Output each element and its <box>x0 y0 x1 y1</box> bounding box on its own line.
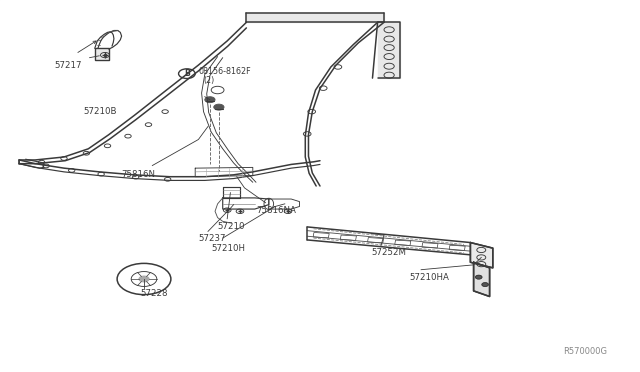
Bar <box>313 232 329 238</box>
Text: (2): (2) <box>203 76 214 85</box>
Text: 75816N: 75816N <box>122 170 156 179</box>
Text: B: B <box>184 69 189 78</box>
Polygon shape <box>474 262 490 296</box>
Text: 57210HA: 57210HA <box>410 273 449 282</box>
Polygon shape <box>470 243 493 268</box>
Bar <box>367 238 383 243</box>
Text: 08156-8162F: 08156-8162F <box>198 67 251 76</box>
Bar <box>395 240 411 246</box>
Text: R570000G: R570000G <box>563 347 607 356</box>
Bar <box>340 235 356 240</box>
Circle shape <box>214 104 224 110</box>
Polygon shape <box>95 48 109 60</box>
Text: 57210H: 57210H <box>211 244 245 253</box>
Bar <box>449 245 465 251</box>
Text: 57252M: 57252M <box>371 248 406 257</box>
Bar <box>422 243 438 248</box>
Text: 57210B: 57210B <box>83 107 116 116</box>
Circle shape <box>482 283 488 286</box>
Text: 75816NA: 75816NA <box>256 206 296 215</box>
Circle shape <box>205 97 215 103</box>
Circle shape <box>139 276 149 282</box>
Circle shape <box>476 275 482 279</box>
Text: 57210: 57210 <box>218 222 245 231</box>
Text: 57228: 57228 <box>141 289 168 298</box>
Text: 57217: 57217 <box>54 61 82 70</box>
Text: 57237: 57237 <box>198 234 226 243</box>
